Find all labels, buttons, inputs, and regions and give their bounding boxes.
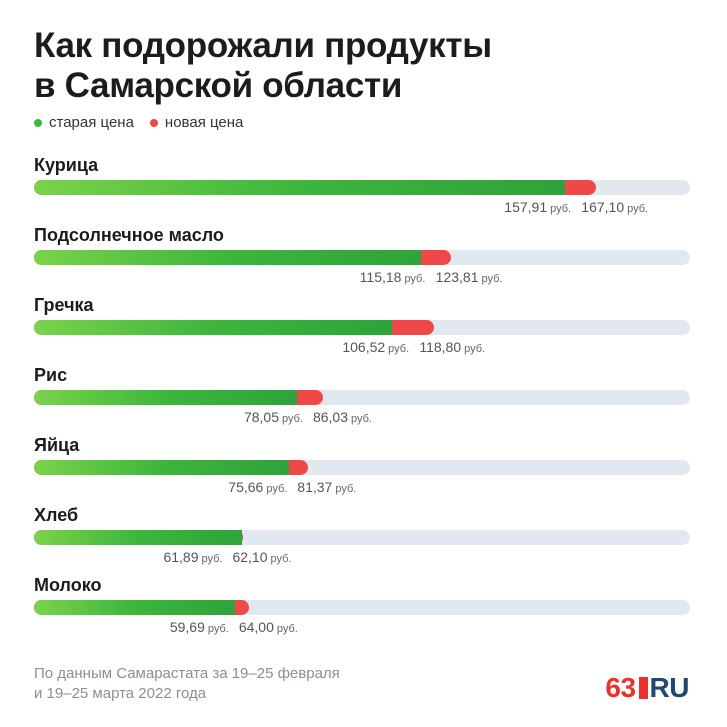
bar-track bbox=[34, 460, 690, 475]
value-label-old: 61,89 руб. bbox=[163, 549, 223, 565]
value-label-old: 59,69 руб. bbox=[169, 619, 229, 635]
category-label: Хлеб bbox=[34, 505, 79, 525]
value-label-new: 64,00 руб. bbox=[238, 619, 298, 635]
bar-track bbox=[34, 600, 690, 615]
value-label-old: 157,91 руб. bbox=[504, 199, 572, 215]
legend: старая цена новая цена bbox=[34, 114, 259, 131]
chart-title-line-2: в Самарской области bbox=[34, 66, 403, 105]
legend-dot-new bbox=[149, 118, 158, 127]
source-line-1: По данным Самарастата за 19–25 февраля bbox=[34, 665, 340, 682]
legend-item-new: новая цена bbox=[149, 114, 244, 131]
bar-old-price bbox=[34, 600, 235, 615]
bar-old-price bbox=[34, 390, 297, 405]
bar-old-price bbox=[34, 320, 393, 335]
value-label-new: 118,80 руб. bbox=[419, 339, 486, 355]
source-line-2: и 19–25 марта 2022 года bbox=[34, 685, 207, 702]
bar-old-price bbox=[34, 250, 422, 265]
bar-track bbox=[34, 530, 690, 545]
logo-number: 63 bbox=[605, 672, 636, 703]
legend-item-old: старая цена bbox=[34, 114, 134, 131]
category-label: Гречка bbox=[34, 295, 94, 315]
bar-old-price bbox=[34, 460, 289, 475]
logo-suffix: RU bbox=[649, 672, 690, 703]
source-note: По данным Самарастата за 19–25 февраля и… bbox=[34, 664, 340, 704]
category-label: Молоко bbox=[34, 575, 102, 595]
value-label-new: 123,81 руб. bbox=[435, 269, 503, 285]
chart-title: Как подорожали продукты в Самарской обла… bbox=[34, 26, 674, 106]
bar-row: Рис 78,05 руб. 86,03 руб. bbox=[34, 365, 690, 435]
bar-old-price bbox=[34, 180, 566, 195]
category-label: Подсолнечное масло bbox=[34, 225, 224, 245]
bar-track bbox=[34, 180, 690, 195]
value-label-old: 115,18 руб. bbox=[359, 269, 426, 285]
value-label-old: 106,52 руб. bbox=[342, 339, 410, 355]
category-label: Рис bbox=[34, 365, 68, 385]
bar-row: Подсолнечное масло 115,18 руб. 123,81 руб. bbox=[34, 225, 690, 295]
bar-row: Молоко 59,69 руб. 64,00 руб. bbox=[34, 575, 690, 645]
logo-square bbox=[638, 677, 648, 699]
legend-label-new: новая цена bbox=[164, 114, 244, 131]
legend-dot-old bbox=[34, 118, 42, 127]
bar-track bbox=[34, 390, 690, 405]
value-label-new: 81,37 руб. bbox=[297, 479, 357, 495]
site-logo: 63 RU bbox=[605, 672, 689, 704]
bar-row: Яйца 75,66 руб. 81,37 руб. bbox=[34, 435, 690, 505]
bar-track bbox=[34, 320, 690, 335]
value-label-new: 62,10 руб. bbox=[232, 549, 292, 565]
value-label-old: 75,66 руб. bbox=[228, 479, 288, 495]
category-label: Курица bbox=[34, 155, 99, 175]
bar-row: Хлеб 61,89 руб. 62,10 руб. bbox=[34, 505, 690, 575]
bar-row: Курица 157,91 руб. 167,10 руб. bbox=[34, 155, 690, 225]
value-label-old: 78,05 руб. bbox=[243, 409, 303, 425]
chart-title-line-1: Как подорожали продукты bbox=[34, 26, 492, 65]
bar-old-price bbox=[34, 530, 243, 545]
bar-row: Гречка 106,52 руб. 118,80 руб. bbox=[34, 295, 690, 365]
legend-label-old: старая цена bbox=[49, 114, 134, 131]
category-label: Яйца bbox=[34, 435, 80, 455]
value-label-new: 167,10 руб. bbox=[581, 199, 649, 215]
bar-track bbox=[34, 250, 690, 265]
value-label-new: 86,03 руб. bbox=[312, 409, 372, 425]
